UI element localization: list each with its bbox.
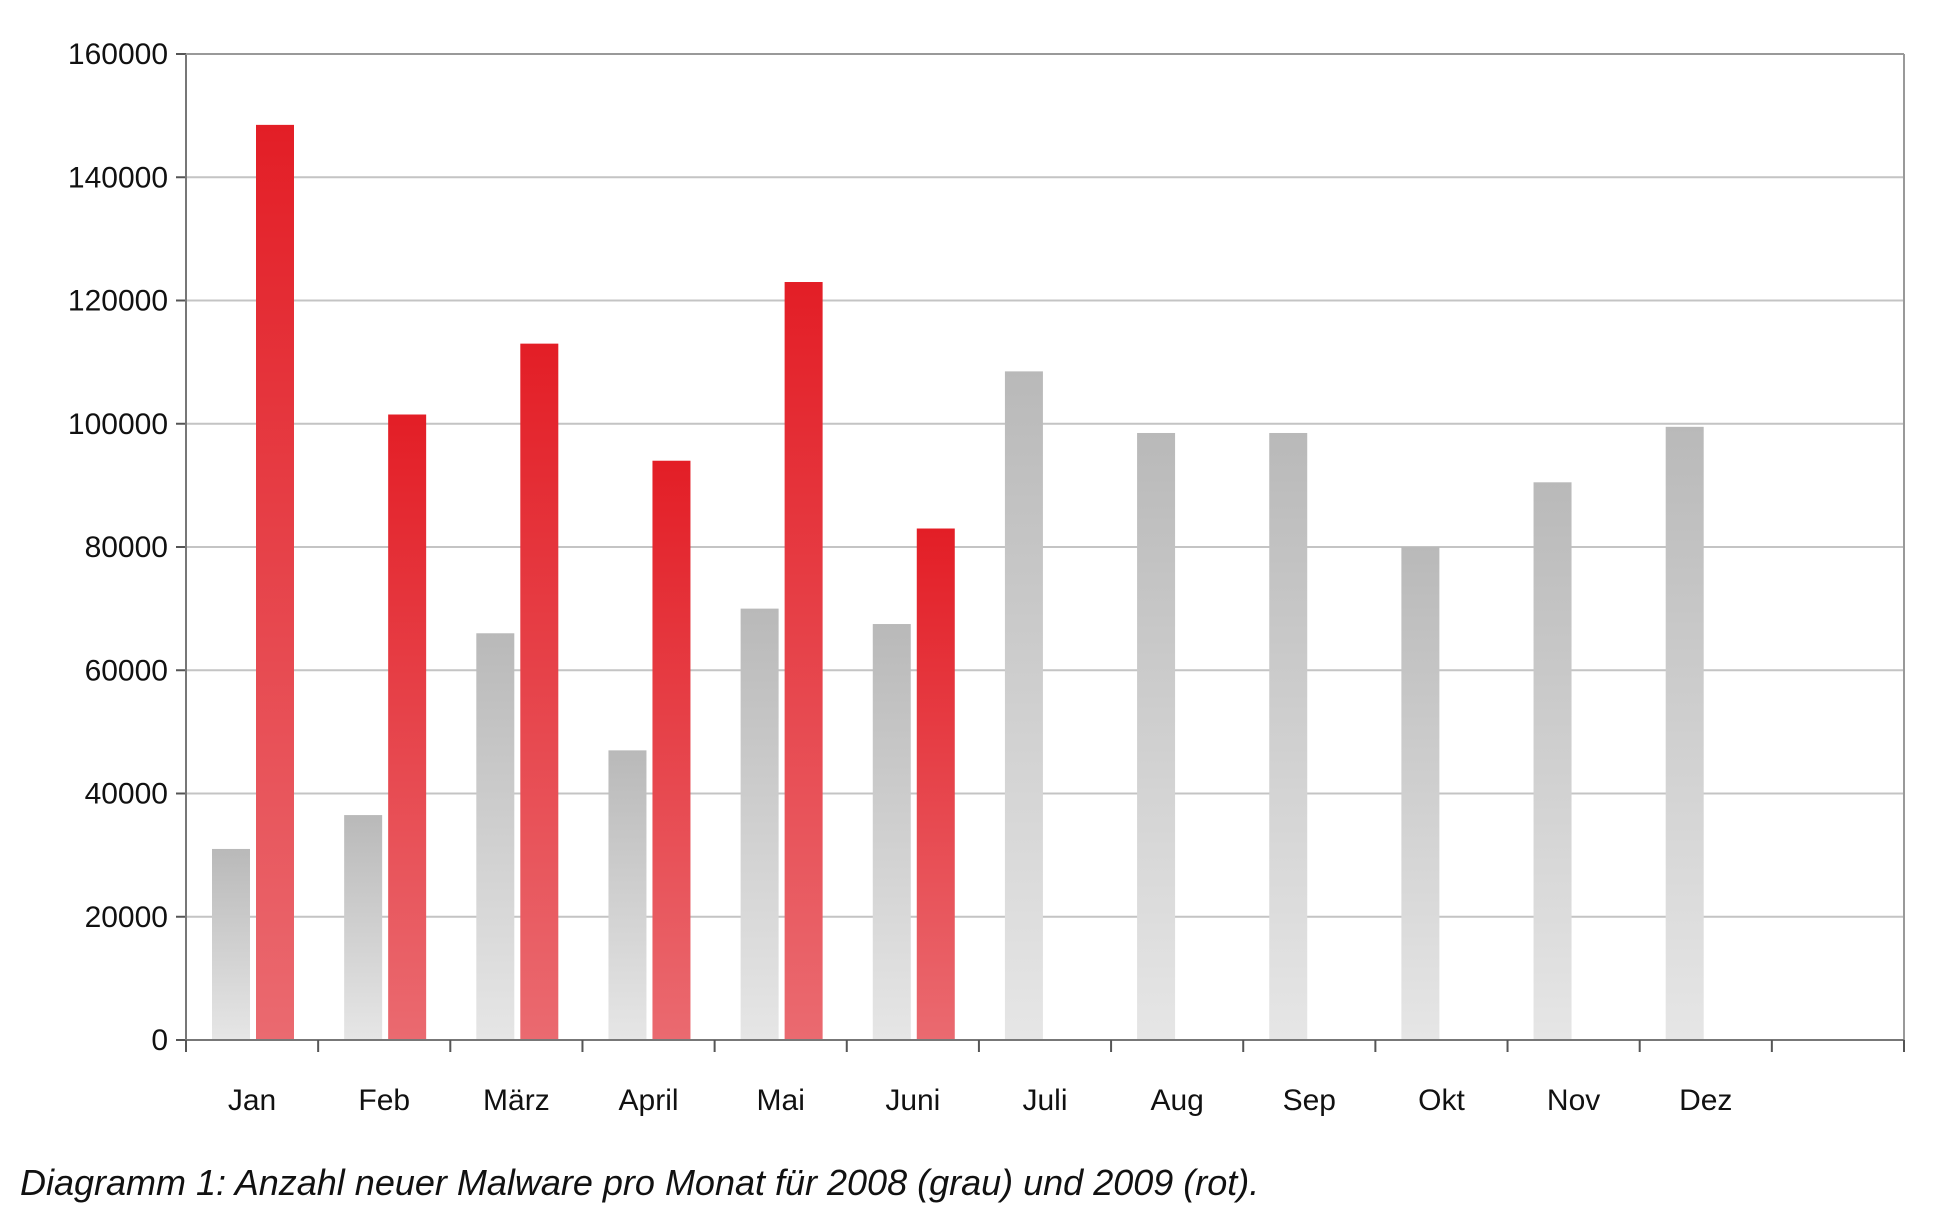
y-tick-label-20000: 20000: [85, 901, 168, 934]
bar-2008-Juli: [1004, 371, 1043, 1040]
x-tick-label-Nov: Nov: [1547, 1084, 1600, 1117]
bar-2009-Feb: [388, 414, 427, 1041]
x-tick-label-Jan: Jan: [228, 1084, 276, 1117]
y-tick-label-120000: 120000: [68, 285, 168, 318]
y-tick-label-160000: 160000: [68, 38, 168, 71]
x-tick-label-Juni: Juni: [885, 1084, 940, 1117]
y-tick-label-140000: 140000: [68, 161, 168, 194]
bar-2008-Sep: [1269, 432, 1308, 1040]
figure-caption: Diagramm 1: Anzahl neuer Malware pro Mon…: [20, 1162, 1260, 1203]
x-tick-label-Mai: Mai: [757, 1084, 805, 1117]
y-tick-label-0: 0: [151, 1024, 168, 1057]
x-tick-label-Aug: Aug: [1150, 1084, 1203, 1117]
bar-2008-Jan: [212, 848, 250, 1040]
x-tick-label-April: April: [619, 1084, 679, 1117]
tick-labels: 0 20000 40000 60000 80000 100000 120000 140000 1…: [68, 38, 1733, 1117]
x-tick-label-Feb: Feb: [358, 1084, 410, 1117]
bars: [212, 124, 1704, 1041]
bar-2008-Juni: [872, 624, 911, 1040]
bar-2008-Aug: [1137, 432, 1176, 1040]
x-tick-label-Sep: Sep: [1283, 1084, 1336, 1117]
bar-2009-Juni: [916, 528, 955, 1040]
y-tick-label-80000: 80000: [85, 531, 168, 564]
bar-2009-Mai: [784, 282, 823, 1040]
axes: [176, 53, 1905, 1052]
x-tick-label-Okt: Okt: [1418, 1084, 1465, 1117]
bar-2008-März: [476, 633, 515, 1040]
grid-lines: [186, 53, 1904, 918]
bar-2009-März: [520, 343, 559, 1040]
bar-2009-Jan: [256, 124, 294, 1040]
bar-2009-April: [652, 460, 691, 1041]
bar-2008-Dez: [1665, 426, 1704, 1040]
x-tick-label-März: März: [483, 1084, 550, 1117]
y-tick-label-60000: 60000: [85, 654, 168, 687]
x-tick-label-Juli: Juli: [1022, 1084, 1067, 1117]
bar-2008-Feb: [344, 815, 383, 1040]
bar-2008-April: [608, 750, 647, 1040]
x-tick-label-Dez: Dez: [1679, 1084, 1732, 1117]
y-tick-label-100000: 100000: [68, 408, 168, 441]
bar-2008-Mai: [740, 608, 779, 1040]
y-tick-label-40000: 40000: [85, 778, 168, 811]
bar-2008-Nov: [1533, 482, 1572, 1040]
bar-2008-Okt: [1401, 547, 1440, 1040]
